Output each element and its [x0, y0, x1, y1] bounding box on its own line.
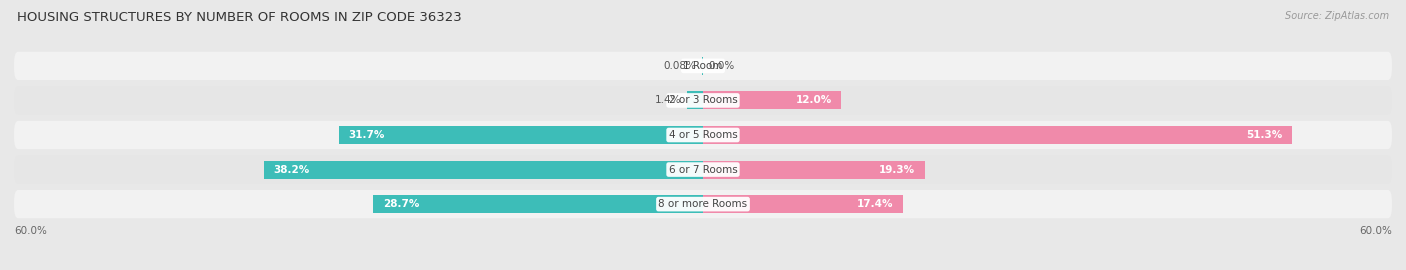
Bar [339, 126, 703, 144]
Text: 60.0%: 60.0% [14, 225, 46, 235]
Text: 12.0%: 12.0% [796, 95, 831, 106]
Text: 51.3%: 51.3% [1247, 130, 1282, 140]
Text: Source: ZipAtlas.com: Source: ZipAtlas.com [1285, 11, 1389, 21]
Text: 38.2%: 38.2% [274, 164, 309, 175]
Text: 2 or 3 Rooms: 2 or 3 Rooms [669, 95, 737, 106]
FancyBboxPatch shape [14, 121, 1392, 149]
Text: 1.4%: 1.4% [655, 95, 681, 106]
Text: 8 or more Rooms: 8 or more Rooms [658, 199, 748, 209]
Text: 0.08%: 0.08% [664, 61, 696, 71]
Bar [703, 126, 1292, 144]
Bar [264, 161, 703, 178]
Text: 31.7%: 31.7% [349, 130, 385, 140]
Bar [703, 195, 903, 213]
Text: 17.4%: 17.4% [858, 199, 894, 209]
Text: 1 Room: 1 Room [683, 61, 723, 71]
Text: 6 or 7 Rooms: 6 or 7 Rooms [669, 164, 737, 175]
Text: 0.0%: 0.0% [709, 61, 735, 71]
FancyBboxPatch shape [14, 52, 1392, 80]
Bar [703, 161, 925, 178]
Text: 28.7%: 28.7% [382, 199, 419, 209]
FancyBboxPatch shape [14, 156, 1392, 184]
Text: 4 or 5 Rooms: 4 or 5 Rooms [669, 130, 737, 140]
FancyBboxPatch shape [14, 190, 1392, 218]
Text: HOUSING STRUCTURES BY NUMBER OF ROOMS IN ZIP CODE 36323: HOUSING STRUCTURES BY NUMBER OF ROOMS IN… [17, 11, 461, 24]
Bar [374, 195, 703, 213]
Bar [688, 92, 703, 109]
Text: 19.3%: 19.3% [879, 164, 915, 175]
FancyBboxPatch shape [14, 86, 1392, 114]
Text: 60.0%: 60.0% [1360, 225, 1392, 235]
Bar [703, 92, 841, 109]
